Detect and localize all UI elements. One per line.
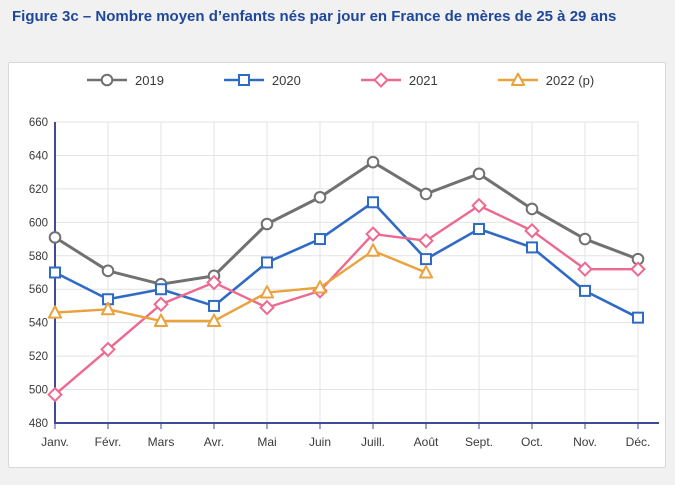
x-tick-label: Mars [148, 435, 175, 449]
x-tick-label: Mai [257, 435, 276, 449]
y-tick-label: 500 [29, 385, 48, 397]
chart-panel: 2019 2020 2021 2022 (p) 480 500 520 540 560 580 6… [8, 62, 666, 468]
x-tick-label: Sept. [465, 435, 493, 449]
y-tick-label: 640 [29, 150, 48, 162]
chart-legend: 2019 2020 2021 2022 (p) [9, 72, 665, 88]
axis-labels: 480 500 520 540 560 580 600 620 640 660 Janv. Févr.… [29, 117, 651, 449]
series [47, 155, 646, 403]
series-2020 [49, 196, 644, 324]
x-tick-label: Févr. [95, 435, 122, 449]
y-tick-label: 600 [29, 217, 48, 229]
legend-item-label: 2022 (p) [545, 72, 595, 88]
x-tick-label: Oct. [521, 435, 543, 449]
x-tick-label: Avr. [204, 435, 224, 449]
y-tick-label: 580 [29, 251, 48, 263]
gridlines [55, 121, 639, 423]
x-tick-label: Juill. [361, 435, 385, 449]
y-tick-label: 660 [29, 117, 48, 129]
chart-canvas: 480 500 520 540 560 580 600 620 640 660 Janv. Févr.… [29, 117, 659, 449]
series-2019 [48, 155, 645, 291]
legend-item-label: 2019 [135, 72, 164, 88]
legend-item-label: 2021 [408, 72, 438, 88]
legend-item-2019[interactable]: 2019 [87, 72, 164, 88]
legend-item-2020[interactable]: 2020 [223, 72, 301, 88]
x-tick-label: Déc. [626, 435, 651, 449]
triangle-legend-marker-icon [497, 72, 538, 86]
series-2022-p [47, 243, 434, 327]
y-tick-label: 520 [29, 351, 48, 363]
x-tick-label: Août [414, 435, 439, 449]
x-tick-label: Janv. [41, 435, 69, 449]
page-title: Figure 3c – Nombre moyen d’enfants nés p… [12, 8, 617, 25]
y-tick-label: 540 [29, 318, 48, 330]
legend-item-2021[interactable]: 2021 [360, 72, 438, 88]
y-tick-label: 480 [29, 418, 48, 430]
y-tick-label: 560 [29, 284, 48, 296]
x-tick-label: Juin [309, 435, 331, 449]
square-legend-marker-icon [223, 74, 264, 86]
y-tick-label: 620 [29, 184, 48, 196]
legend-item-label: 2020 [271, 72, 301, 88]
series-2021 [47, 197, 646, 403]
diamond-legend-marker-icon [360, 72, 401, 88]
legend-item-2022-p[interactable]: 2022 (p) [497, 72, 595, 88]
x-tick-label: Nov. [573, 435, 597, 449]
circle-legend-marker-icon [87, 73, 127, 87]
